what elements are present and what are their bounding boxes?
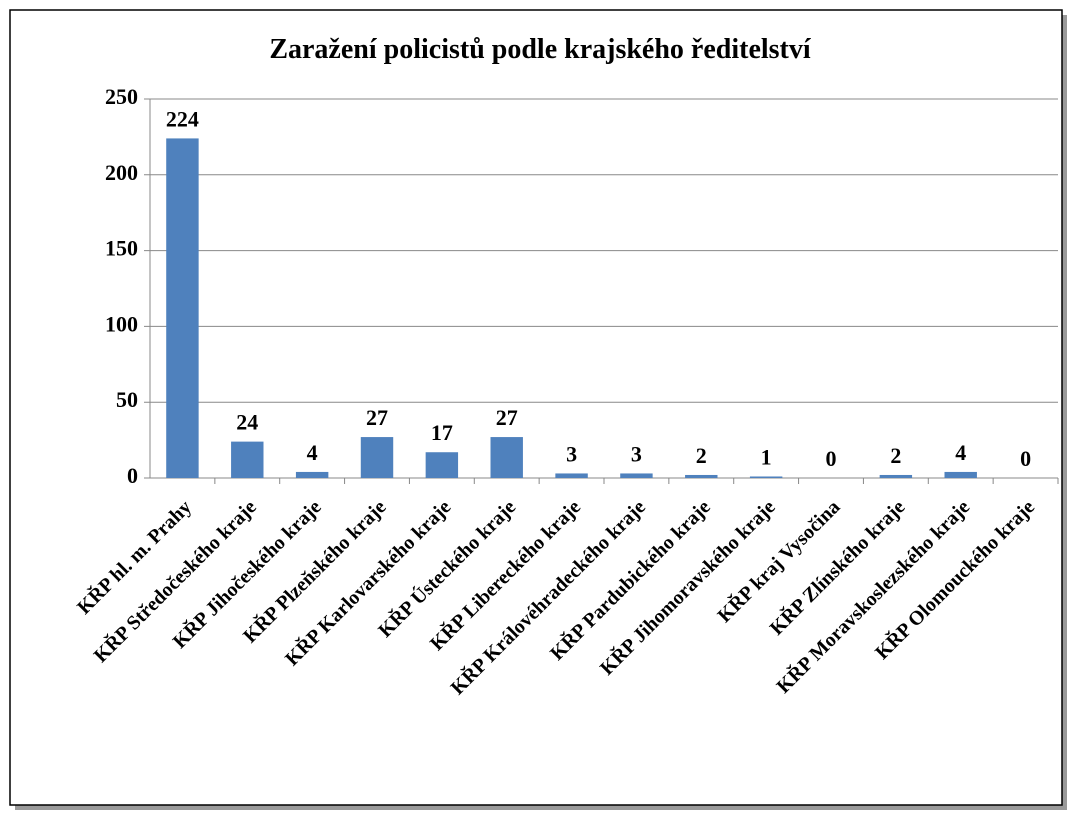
data-label: 27 (496, 405, 518, 430)
bar (620, 473, 653, 478)
y-tick-label: 250 (105, 84, 138, 109)
data-label: 0 (1020, 446, 1031, 471)
data-label: 24 (236, 410, 258, 435)
data-label: 3 (631, 441, 642, 466)
bar (166, 138, 199, 478)
data-label: 0 (826, 446, 837, 471)
data-label: 2 (696, 443, 707, 468)
y-tick-label: 100 (105, 311, 138, 336)
bar (360, 437, 394, 478)
y-tick-label: 50 (116, 387, 138, 412)
data-label: 4 (955, 440, 966, 465)
bar (749, 476, 783, 478)
bar (944, 471, 977, 478)
chart-title: Zaražení policistů podle krajského ředit… (269, 34, 812, 65)
bar (490, 437, 523, 478)
bar (555, 473, 588, 478)
data-label: 27 (366, 405, 388, 430)
y-tick-label: 200 (105, 160, 138, 185)
y-tick-label: 150 (105, 236, 138, 261)
data-label: 17 (431, 420, 453, 445)
bar (685, 474, 718, 478)
data-label: 3 (566, 441, 577, 466)
bar (879, 474, 913, 478)
data-label: 1 (761, 444, 772, 469)
y-tick-label: 0 (127, 463, 138, 488)
data-label: 2 (890, 443, 901, 468)
bar (425, 452, 459, 478)
data-label: 4 (307, 440, 318, 465)
data-label: 224 (166, 106, 199, 131)
bar (231, 441, 264, 478)
bar (295, 471, 329, 478)
